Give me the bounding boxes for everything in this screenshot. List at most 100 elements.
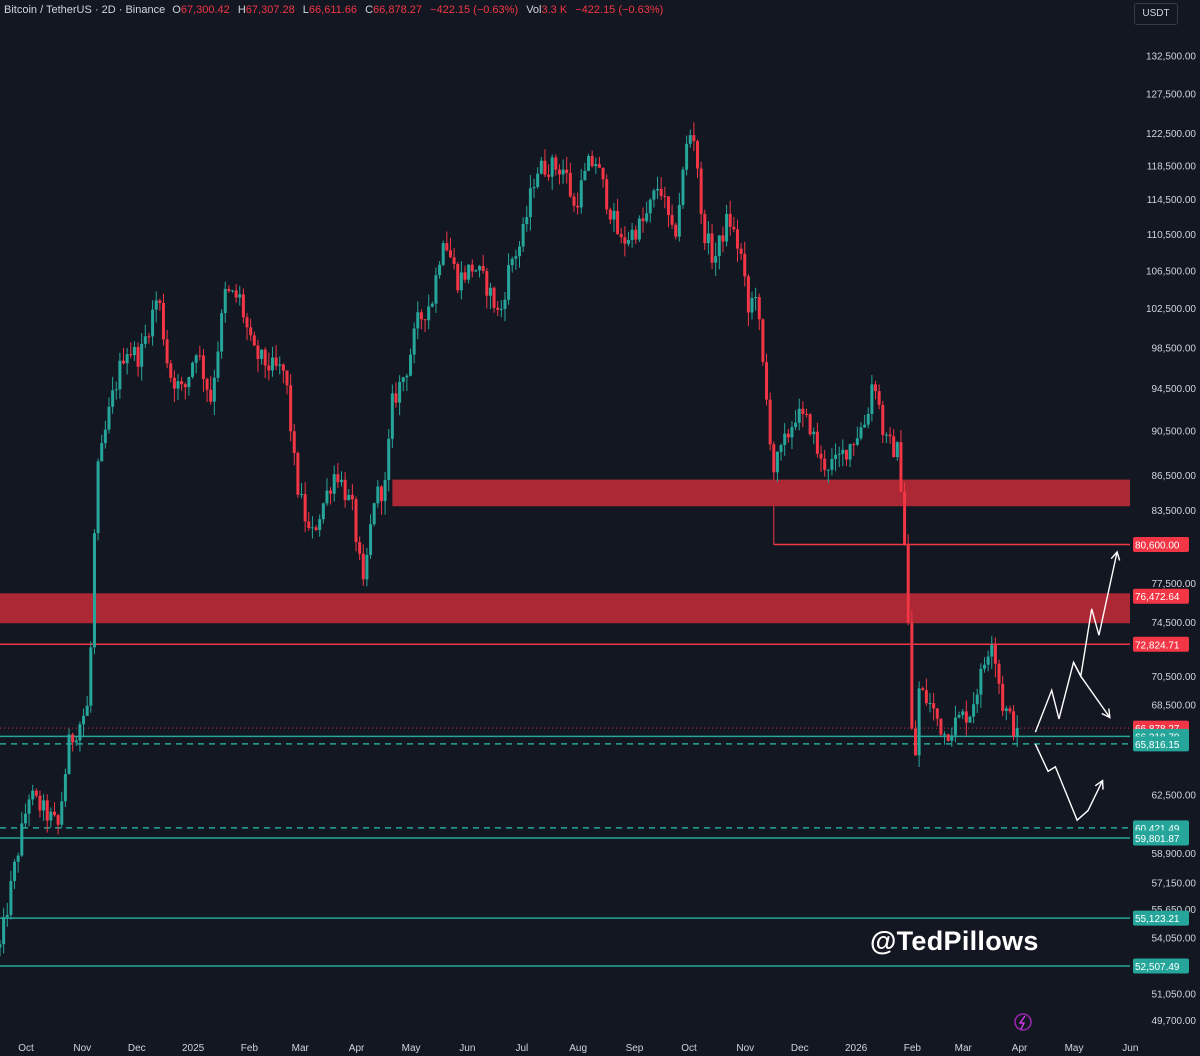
candle	[779, 443, 783, 461]
candle-body	[89, 647, 93, 706]
candle-body	[884, 434, 888, 436]
time-tick-label: Dec	[128, 1043, 146, 1054]
candle-body	[913, 728, 917, 756]
candle-body	[488, 287, 492, 296]
candle-body	[390, 393, 394, 439]
candle	[205, 377, 209, 403]
close-value: 66,878.27	[373, 4, 422, 16]
candle-body	[514, 256, 518, 259]
candle-body	[34, 790, 38, 796]
price-badge-label: 52,507.49	[1135, 962, 1180, 973]
candle	[5, 902, 9, 927]
candle-body	[227, 288, 231, 292]
candle	[485, 267, 489, 309]
candle-body	[728, 213, 732, 227]
price-badge-1: 76,472.64	[1133, 588, 1189, 604]
candle-body	[877, 391, 881, 405]
candle-body	[347, 494, 351, 501]
candle	[419, 309, 423, 330]
candle	[993, 637, 997, 678]
price-tick-label: 110,500.00	[1147, 230, 1197, 241]
candle	[161, 293, 165, 346]
time-tick-label: Dec	[791, 1043, 809, 1054]
candle-body	[594, 164, 598, 167]
candle	[725, 204, 729, 247]
candle	[416, 301, 420, 340]
time-tick-label: Oct	[681, 1043, 697, 1054]
candle-body	[612, 210, 616, 220]
candle-body	[438, 264, 442, 276]
candle	[666, 196, 670, 228]
candle	[576, 192, 580, 215]
candle-body	[285, 370, 289, 386]
time-tick-label: Mar	[292, 1043, 310, 1054]
candle-body	[757, 297, 761, 320]
candle-body	[637, 218, 641, 240]
candle	[71, 732, 75, 752]
currency-button[interactable]: USDT	[1134, 3, 1178, 25]
candle-body	[147, 336, 151, 338]
symbol-title[interactable]: Bitcoin / TetherUS · 2D · Binance	[4, 4, 166, 16]
candle-body	[677, 205, 681, 237]
candle	[92, 529, 96, 655]
candle-body	[376, 486, 380, 504]
candle-body	[300, 494, 304, 496]
candle-body	[819, 453, 823, 459]
candle	[688, 129, 692, 148]
candle	[637, 215, 641, 243]
candle-body	[140, 343, 144, 367]
candle-body	[605, 179, 609, 210]
candle	[797, 398, 801, 431]
candle-body	[427, 306, 431, 321]
supply-zone-1	[0, 593, 1130, 624]
price-tick-label: 49,700.00	[1152, 1016, 1197, 1027]
price-tick-label: 122,500.00	[1146, 129, 1196, 140]
candle	[398, 375, 402, 416]
candle-body	[634, 229, 638, 240]
candle	[605, 174, 609, 215]
candle-body	[608, 209, 612, 220]
candle	[103, 420, 107, 449]
candle	[710, 224, 714, 270]
candle	[961, 709, 965, 720]
candle-body	[231, 290, 235, 292]
candle	[1012, 705, 1016, 741]
candle	[525, 205, 529, 232]
candle-body	[783, 433, 787, 446]
candle	[819, 445, 823, 472]
candle	[732, 216, 736, 233]
candle-body	[696, 141, 700, 169]
change-value: −422.15 (−0.63%)	[430, 4, 519, 16]
candle-body	[517, 246, 521, 257]
candle	[369, 514, 373, 559]
price-badge-label: 60,421.49	[1135, 824, 1180, 835]
projection-layer	[1034, 550, 1121, 822]
candle	[804, 408, 808, 418]
candle-body	[666, 196, 670, 216]
price-axis[interactable]: 132,500.00 127,500.00 122,500.00 118,500.00…	[1131, 0, 1200, 1056]
candle-body	[547, 174, 551, 177]
candle	[209, 376, 213, 405]
candle-body	[706, 233, 710, 244]
candle	[223, 281, 227, 323]
candle-body	[263, 349, 267, 366]
candle-body	[946, 734, 950, 741]
candle	[757, 293, 761, 331]
candle-body	[765, 362, 769, 400]
candle-body	[234, 290, 238, 298]
candle	[913, 720, 917, 756]
time-axis[interactable]: Oct Nov Dec 2025 Feb Mar Apr May Jun Jul Aug Sep Oct…	[18, 1043, 1138, 1054]
candle-body	[20, 823, 24, 856]
candle-body	[412, 328, 416, 355]
candle	[670, 204, 674, 229]
candle	[82, 708, 86, 737]
candle-body	[772, 444, 776, 473]
candle-body	[383, 479, 387, 502]
candle-body	[968, 716, 972, 723]
candle-body	[656, 188, 660, 191]
candle-body	[895, 442, 899, 458]
candle-body	[732, 226, 736, 230]
candle	[601, 167, 605, 188]
lightning-icon[interactable]	[1014, 1013, 1032, 1031]
